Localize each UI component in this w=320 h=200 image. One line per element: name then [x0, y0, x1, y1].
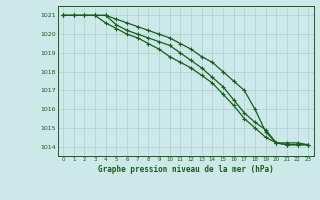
X-axis label: Graphe pression niveau de la mer (hPa): Graphe pression niveau de la mer (hPa) — [98, 165, 274, 174]
